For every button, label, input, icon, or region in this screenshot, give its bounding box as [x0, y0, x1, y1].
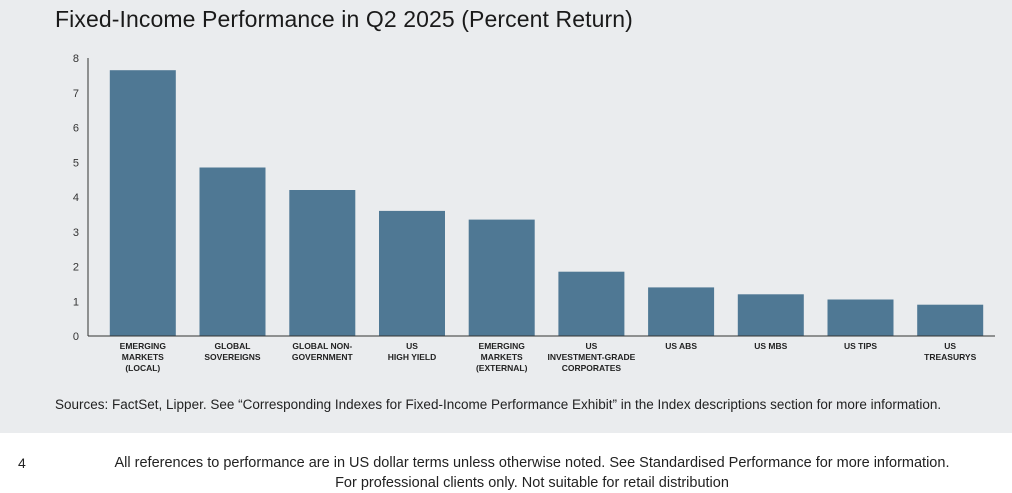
- x-label-line: TREASURYS: [924, 352, 976, 362]
- footer-line-1: All references to performance are in US …: [114, 455, 950, 471]
- x-label-line: EMERGING: [120, 341, 167, 351]
- bar-3: [379, 210, 445, 336]
- x-label-6: US ABS: [665, 341, 697, 351]
- x-label-line: US: [585, 341, 597, 351]
- x-label-line: INVESTMENT-GRADE: [547, 352, 635, 362]
- x-label-line: GOVERNMENT: [292, 352, 354, 362]
- x-label-line: US: [944, 341, 956, 351]
- x-label-4: EMERGING MARKETS (EXTERNAL): [476, 341, 528, 373]
- y-tick-labels: 0 1 2 3 4 5 6 7 8: [73, 53, 79, 343]
- x-label-line: CORPORATES: [562, 363, 622, 373]
- y-tick-8: 8: [73, 53, 79, 65]
- y-tick-0: 0: [73, 331, 79, 343]
- x-label-line: (EXTERNAL): [476, 363, 528, 373]
- y-tick-3: 3: [73, 227, 79, 239]
- bar-6: [648, 287, 715, 336]
- x-label-line: GLOBAL: [215, 341, 251, 351]
- x-label-line: HIGH YIELD: [388, 352, 437, 362]
- x-label-line: US MBS: [754, 341, 787, 351]
- bar-1: [199, 167, 266, 336]
- bar-2: [289, 190, 356, 336]
- x-label-line: SOVEREIGNS: [204, 352, 261, 362]
- axes: [87, 58, 995, 337]
- bar-8: [827, 299, 894, 336]
- x-label-line: US ABS: [665, 341, 697, 351]
- y-tick-1: 1: [73, 296, 79, 308]
- x-label-line: US: [406, 341, 418, 351]
- x-label-2: GLOBAL NON-GOVERNMENT: [292, 341, 354, 362]
- y-tick-6: 6: [73, 123, 79, 135]
- bar-4: [468, 219, 535, 336]
- bar-9: [917, 304, 984, 336]
- x-label-9: US TREASURYS: [924, 341, 976, 362]
- x-label-line: MARKETS: [122, 352, 164, 362]
- sources-note: Sources: FactSet, Lipper. See “Correspon…: [55, 397, 942, 412]
- y-tick-5: 5: [73, 157, 79, 169]
- y-tick-4: 4: [73, 192, 79, 204]
- chart-title: Fixed-Income Performance in Q2 2025 (Per…: [55, 6, 633, 32]
- x-label-line: US TIPS: [844, 341, 877, 351]
- x-label-3: US HIGH YIELD: [388, 341, 437, 362]
- bar-0: [109, 70, 176, 336]
- x-label-0: EMERGING MARKETS (LOCAL): [120, 341, 167, 373]
- x-category-labels: EMERGING MARKETS (LOCAL)GLOBAL SOVEREIGNSGL…: [120, 341, 977, 373]
- page-number: 4: [18, 455, 26, 471]
- footer-line-2: For professional clients only. Not suita…: [335, 475, 729, 491]
- x-label-line: EMERGING: [479, 341, 526, 351]
- y-tick-7: 7: [73, 88, 79, 100]
- x-label-5: US INVESTMENT-GRADE CORPORATES: [547, 341, 635, 373]
- x-label-line: MARKETS: [481, 352, 523, 362]
- bar-5: [558, 271, 625, 336]
- x-label-8: US TIPS: [844, 341, 877, 351]
- x-label-line: GLOBAL NON-: [292, 341, 352, 351]
- page-footer: 4 All references to performance are in U…: [0, 433, 1012, 492]
- x-label-7: US MBS: [754, 341, 787, 351]
- bar-7: [737, 294, 804, 336]
- y-tick-2: 2: [73, 262, 79, 274]
- x-label-1: GLOBAL SOVEREIGNS: [204, 341, 261, 362]
- x-label-line: (LOCAL): [125, 363, 160, 373]
- bars: [109, 70, 984, 336]
- footer-disclaimer: All references to performance are in US …: [62, 453, 1002, 493]
